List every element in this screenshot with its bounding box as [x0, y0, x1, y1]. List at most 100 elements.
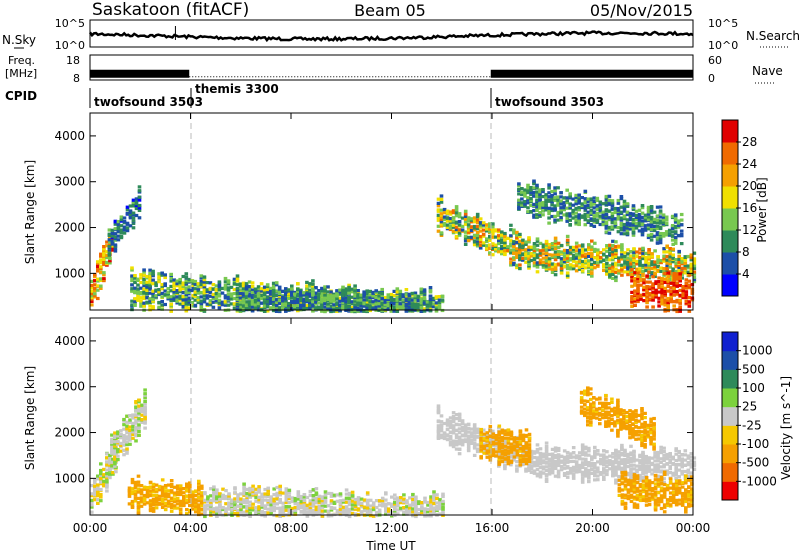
- range-cell: [163, 289, 167, 293]
- range-cell: [481, 243, 486, 247]
- range-cell: [673, 213, 678, 217]
- range-cell: [257, 485, 261, 489]
- range-cell: [356, 306, 360, 310]
- range-cell: [428, 297, 433, 302]
- range-cell: [134, 409, 138, 413]
- range-cell: [157, 280, 161, 284]
- range-cell: [142, 284, 146, 288]
- range-cell: [637, 218, 642, 222]
- range-cell: [463, 236, 468, 240]
- range-cell: [436, 433, 441, 437]
- range-cell: [344, 287, 348, 291]
- range-cell: [350, 290, 354, 294]
- range-cell: [341, 287, 345, 291]
- range-cell: [630, 304, 634, 308]
- range-cell: [102, 249, 106, 253]
- range-cell: [221, 507, 225, 512]
- range-cell: [656, 258, 660, 262]
- range-cell: [108, 261, 112, 265]
- range-cell: [242, 485, 246, 489]
- range-cell: [571, 208, 575, 212]
- range-cell: [622, 228, 627, 232]
- range-cell: [365, 296, 369, 300]
- range-cell: [553, 198, 557, 202]
- range-cell: [127, 486, 132, 490]
- range-cell: [587, 243, 591, 247]
- range-cell: [672, 290, 676, 294]
- nave-tick-bottom: 0: [708, 72, 715, 85]
- range-cell: [562, 250, 567, 254]
- range-cell: [278, 487, 282, 491]
- range-cell: [636, 279, 640, 283]
- range-cell: [332, 298, 336, 302]
- range-cell: [532, 464, 537, 468]
- range-cell: [175, 301, 179, 305]
- range-cell: [113, 446, 117, 450]
- range-cell: [127, 502, 132, 506]
- range-cell: [611, 269, 615, 273]
- range-cell: [518, 232, 522, 236]
- range-cell: [553, 218, 557, 222]
- range-cell: [329, 290, 333, 294]
- range-cell: [649, 205, 654, 209]
- range-cell: [535, 243, 540, 247]
- range-cell: [497, 234, 501, 238]
- range-cell: [469, 435, 474, 439]
- range-cell: [607, 227, 612, 231]
- range-cell: [448, 423, 453, 427]
- range-cell: [245, 498, 249, 502]
- range-cell: [356, 507, 361, 511]
- range-cell: [577, 251, 582, 255]
- range-cell: [194, 494, 198, 498]
- range-cell: [596, 251, 600, 255]
- range-cell: [125, 212, 130, 216]
- range-cell: [680, 272, 684, 276]
- range-cell: [131, 211, 136, 215]
- range-cell: [212, 489, 216, 493]
- range-cell: [595, 204, 600, 208]
- range-cell: [526, 191, 530, 195]
- range-cell: [107, 238, 112, 242]
- range-cell: [208, 294, 213, 298]
- range-cell: [326, 509, 331, 513]
- range-cell: [589, 208, 594, 212]
- range-cell: [532, 190, 536, 194]
- range-cell: [365, 506, 370, 510]
- range-cell: [254, 499, 258, 503]
- range-cell: [644, 255, 648, 259]
- range-cell: [639, 297, 643, 301]
- range-cell: [641, 269, 645, 273]
- range-cell: [169, 276, 173, 280]
- range-cell: [674, 265, 678, 269]
- range-cell: [320, 499, 325, 503]
- range-cell: [190, 279, 195, 283]
- range-cell: [414, 506, 418, 510]
- range-cell: [620, 263, 624, 267]
- range-cell: [244, 294, 249, 299]
- range-cell: [226, 295, 231, 299]
- range-cell: [128, 418, 132, 422]
- range-cell: [230, 503, 234, 507]
- range-cell: [274, 300, 279, 304]
- range-cell: [200, 497, 204, 501]
- range-cell: [667, 232, 672, 236]
- range-cell: [448, 212, 453, 216]
- range-cell: [497, 247, 501, 251]
- range-cell: [592, 199, 597, 203]
- range-cell: [257, 498, 261, 502]
- range-cell: [457, 447, 462, 451]
- range-cell: [577, 206, 581, 210]
- range-cell: [193, 292, 198, 296]
- range-cell: [638, 247, 642, 251]
- colorbar-tick-label: 20: [742, 179, 757, 193]
- range-cell: [311, 284, 315, 288]
- range-cell: [93, 279, 97, 283]
- range-cell: [105, 474, 109, 478]
- range-cell: [641, 246, 645, 250]
- range-cell: [134, 421, 138, 425]
- range-cell: [668, 274, 672, 278]
- range-cell: [438, 505, 442, 509]
- range-cell: [137, 216, 142, 220]
- range-cell: [266, 498, 270, 503]
- range-cell: [229, 302, 234, 306]
